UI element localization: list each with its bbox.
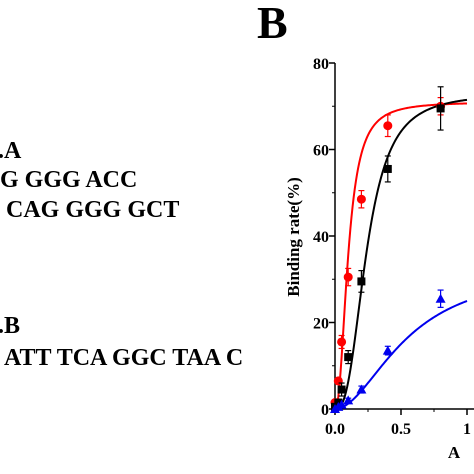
y-tick-label: 40 — [313, 229, 329, 246]
data-point — [357, 277, 366, 286]
y-tick-label: 0 — [321, 402, 329, 419]
data-point — [343, 272, 353, 282]
seq-1-line-1: G GGG ACC — [0, 167, 138, 193]
x-axis-label: A — [448, 443, 461, 462]
data-point — [337, 337, 347, 347]
data-point — [336, 399, 347, 409]
data-point — [382, 345, 393, 355]
chart-data-points — [330, 86, 446, 413]
x-tick-label: 0.0 — [325, 421, 345, 438]
data-point — [435, 293, 446, 303]
y-tick-label: 20 — [313, 316, 329, 333]
fit-curve-0 — [334, 102, 468, 410]
data-point — [356, 194, 366, 204]
x-tick-label: 0.5 — [391, 421, 411, 438]
data-point — [383, 164, 392, 173]
data-point — [343, 395, 354, 405]
data-point — [344, 353, 353, 362]
data-point — [383, 121, 393, 131]
y-tick-label: 60 — [313, 143, 329, 160]
chart-axes: 0 20 40 60 80 0.0 0.5 1 — [313, 56, 474, 438]
data-point — [356, 384, 367, 394]
seq-2-line-1: ATT TCA GGC TAA C — [4, 345, 244, 371]
data-point — [337, 385, 346, 394]
y-axis-label: Binding rate(%) — [284, 177, 303, 296]
chart-fit-curves — [334, 98, 468, 410]
data-point — [436, 104, 445, 113]
fit-curve-1 — [334, 98, 468, 410]
seq-1-line-2: CAG GGG GCT — [6, 197, 180, 223]
y-tick-label: 80 — [313, 56, 329, 73]
x-tick-label: 1 — [463, 421, 471, 438]
panel-b-label: B — [257, 0, 288, 48]
fit-curve-2 — [334, 300, 468, 410]
seq-2-label: .B — [0, 313, 21, 339]
seq-1-label: .A — [0, 138, 22, 164]
